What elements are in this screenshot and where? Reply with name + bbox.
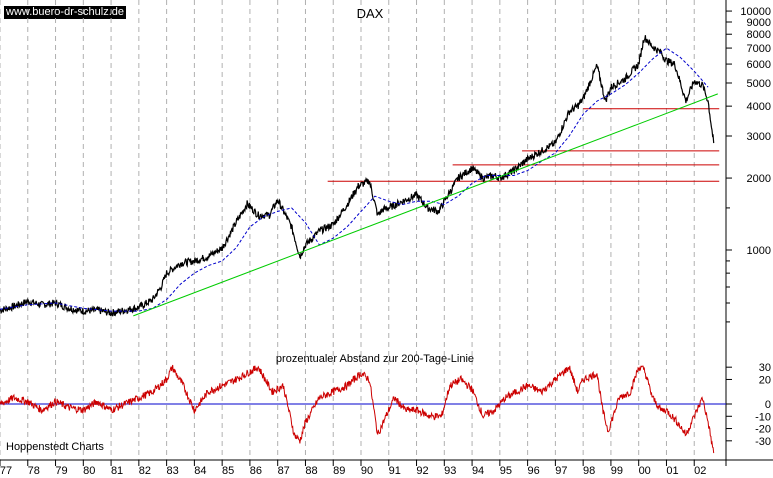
y-tick-label: 2000	[747, 173, 771, 185]
x-tick-label: 01	[666, 465, 678, 477]
x-tick-label: 78	[28, 465, 40, 477]
x-tick-label: 97	[555, 465, 567, 477]
osc-y-tick-label: 30	[759, 362, 771, 374]
x-tick-label: 98	[583, 465, 595, 477]
y-tick-label: 10000	[740, 6, 771, 18]
x-tick-label: 92	[416, 465, 428, 477]
x-tick-label: 93	[444, 465, 456, 477]
y-tick-label: 6000	[747, 59, 771, 71]
chart-title: DAX	[357, 6, 384, 21]
x-tick-label: 95	[500, 465, 512, 477]
osc-y-tick-label: 0	[765, 399, 771, 411]
x-tick-label: 00	[639, 465, 651, 477]
x-tick-label: 82	[139, 465, 151, 477]
x-tick-label: 80	[83, 465, 95, 477]
x-tick-label: 87	[278, 465, 290, 477]
y-tick-label: 4000	[747, 101, 771, 113]
x-tick-label: 83	[166, 465, 178, 477]
y-tick-label: 1000	[747, 245, 771, 257]
osc-y-tick-label: 20	[759, 374, 771, 386]
x-tick-label: 90	[361, 465, 373, 477]
x-tick-label: 89	[333, 465, 345, 477]
x-tick-label: 91	[389, 465, 401, 477]
y-tick-label: 7000	[747, 43, 771, 55]
osc-y-tick-label: -30	[755, 436, 771, 448]
axes	[0, 0, 773, 466]
y-tick-label: 3000	[747, 131, 771, 143]
source-label: www.buero-dr-schulz.de	[4, 6, 126, 19]
y-tick-label: 8000	[747, 29, 771, 41]
x-tick-label: 77	[0, 465, 12, 477]
y-tick-label: 9000	[747, 17, 771, 29]
osc-y-tick-label: -10	[755, 411, 771, 423]
series-trend-line	[133, 93, 718, 317]
series-200-day-moving-average	[0, 47, 709, 312]
plot-area	[0, 35, 726, 454]
series-index	[0, 35, 715, 317]
x-tick-label: 88	[305, 465, 317, 477]
vertical-grid	[0, 0, 695, 460]
x-tick-label: 86	[250, 465, 262, 477]
x-tick-label: 96	[527, 465, 539, 477]
x-tick-label: 94	[472, 465, 484, 477]
x-tick-label: 99	[611, 465, 623, 477]
x-tick-label: 84	[194, 465, 206, 477]
axis-labels: 77 78 79 80 81 82 83 84 85 86 87 88 89 90 91 92 93 94 95 96…	[0, 6, 771, 477]
x-tick-label: 85	[222, 465, 234, 477]
osc-y-tick-label: -20	[755, 424, 771, 436]
x-tick-label: 81	[111, 465, 123, 477]
indicator-title: prozentualer Abstand zur 200-Tage-Linie	[276, 353, 474, 365]
x-tick-label: 79	[55, 465, 67, 477]
series-distance-200	[0, 364, 715, 454]
credit-label: Hoppenstedt Charts	[6, 441, 104, 453]
x-tick-label: 02	[694, 465, 706, 477]
y-tick-label: 5000	[747, 78, 771, 90]
